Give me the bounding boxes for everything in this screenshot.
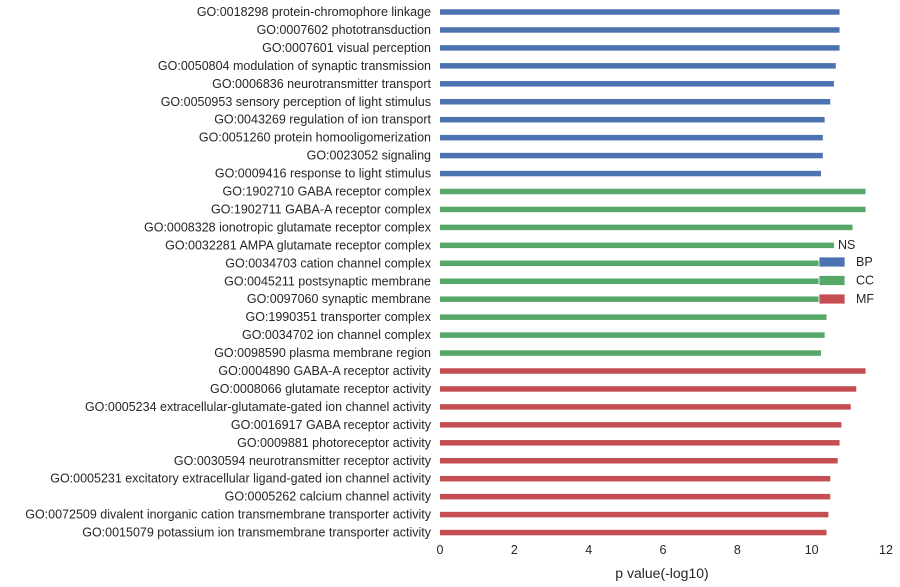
legend-swatch [818, 256, 846, 268]
bar [440, 296, 829, 302]
category-label: GO:0007601 visual perception [262, 41, 431, 55]
category-label: GO:0098590 plasma membrane region [214, 346, 431, 360]
bars-layer [440, 9, 866, 536]
bar [440, 458, 838, 464]
bar [440, 386, 857, 392]
bar [440, 242, 834, 249]
bar [440, 81, 834, 87]
category-label: GO:0008328 ionotropic glutamate receptor… [144, 220, 432, 234]
category-label: GO:0043269 regulation of ion transport [214, 113, 431, 127]
x-axis-title: p value(-log10) [615, 565, 708, 581]
category-label: GO:0007602 phototransduction [257, 23, 431, 37]
legend-label: BP [856, 255, 873, 269]
category-label: GO:0045211 postsynaptic membrane [224, 274, 431, 288]
category-label: GO:0005234 extracellular-glutamate-gated… [85, 400, 432, 414]
category-label: GO:0018298 protein-chromophore linkage [197, 5, 431, 19]
bar [440, 260, 833, 267]
bar [440, 422, 842, 428]
x-tick-label: 4 [585, 543, 592, 557]
category-label: GO:0005231 excitatory extracellular liga… [50, 472, 432, 486]
category-label: GO:0051260 protein homooligomerization [199, 131, 431, 145]
bar [440, 99, 831, 105]
category-label: GO:0032281 AMPA glutamate receptor compl… [165, 238, 432, 252]
bar [440, 314, 827, 320]
bar [440, 206, 866, 213]
category-label: GO:1902710 GABA receptor complex [223, 185, 432, 199]
bar [440, 134, 823, 141]
bar [440, 27, 840, 33]
bar [440, 152, 823, 159]
bar [440, 529, 827, 536]
category-label: GO:0009416 response to light stimulus [215, 167, 431, 181]
x-tick-label: 2 [511, 543, 518, 557]
category-label: GO:0006836 neurotransmitter transport [212, 77, 431, 91]
category-label: GO:0009881 photoreceptor activity [237, 436, 432, 450]
category-label: GO:0050804 modulation of synaptic transm… [158, 59, 431, 73]
category-label: GO:0015079 potassium ion transmembrane t… [82, 526, 432, 540]
bar [440, 511, 829, 518]
bar [440, 278, 831, 284]
category-label: GO:0004890 GABA-A receptor activity [218, 364, 431, 378]
bar [440, 404, 851, 410]
category-label: GO:0005262 calcium channel activity [225, 490, 432, 504]
legend: NS BP CC MF [818, 238, 874, 306]
bar [440, 475, 831, 482]
category-label: GO:0097060 synaptic membrane [247, 292, 431, 306]
category-label: GO:0016917 GABA receptor activity [231, 418, 432, 432]
category-labels: GO:0018298 protein-chromophore linkage GO… [25, 5, 432, 540]
bar [440, 45, 840, 51]
bar [440, 368, 866, 374]
bar [440, 224, 853, 231]
category-label: GO:0050953 sensory perception of light s… [161, 95, 431, 109]
bar [440, 332, 825, 338]
x-tick-label: 10 [805, 543, 819, 557]
x-tick-label: 8 [734, 543, 741, 557]
bar [440, 63, 836, 69]
category-label: GO:0034703 cation channel complex [225, 256, 431, 270]
x-axis: 0 2 4 6 8 10 12 [437, 543, 893, 557]
legend-title: NS [838, 238, 855, 252]
legend-swatch [818, 293, 846, 305]
x-tick-label: 6 [660, 543, 667, 557]
legend-label: MF [856, 292, 874, 306]
x-tick-label: 0 [437, 543, 444, 557]
category-label: GO:1902711 GABA-A receptor complex [211, 202, 432, 216]
legend-swatch [818, 275, 846, 286]
bar [440, 170, 821, 177]
category-label: GO:0023052 signaling [307, 149, 431, 163]
bar [440, 9, 840, 15]
category-label: GO:0034702 ion channel complex [242, 328, 432, 342]
legend-label: CC [856, 274, 874, 288]
bar [440, 350, 821, 356]
bar [440, 440, 840, 446]
category-label: GO:0030594 neurotransmitter receptor act… [174, 454, 432, 468]
category-label: GO:1990351 transporter complex [245, 310, 431, 324]
x-tick-label: 12 [879, 543, 893, 557]
category-label: GO:0008066 glutamate receptor activity [210, 382, 432, 396]
category-label: GO:0072509 divalent inorganic cation tra… [25, 508, 432, 522]
bar [440, 493, 831, 500]
bar [440, 188, 866, 195]
bar [440, 116, 825, 123]
